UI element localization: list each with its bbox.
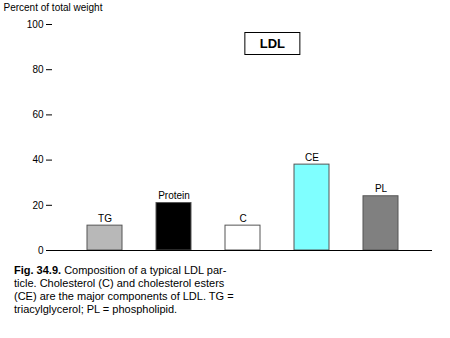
svg-text:C: C — [239, 213, 246, 224]
svg-text:100: 100 — [27, 19, 44, 30]
svg-text:40: 40 — [32, 154, 44, 165]
svg-text:80: 80 — [32, 64, 44, 75]
html-text:Fig. 34.9. Composition of a ty: Fig. 34.9. Composition of a typical LDL … — [14, 264, 234, 315]
html-text:LDL: LDL — [259, 36, 285, 51]
svg-text:20: 20 — [32, 200, 44, 211]
svg-text:TG: TG — [98, 213, 112, 224]
svg-text:0: 0 — [38, 245, 44, 256]
svg-text:Percent of total weight: Percent of total weight — [4, 2, 103, 13]
svg-text:Protein: Protein — [158, 190, 190, 201]
svg-text:60: 60 — [32, 109, 44, 120]
svg-text:CE: CE — [305, 152, 319, 163]
svg-text:PL: PL — [375, 183, 388, 194]
